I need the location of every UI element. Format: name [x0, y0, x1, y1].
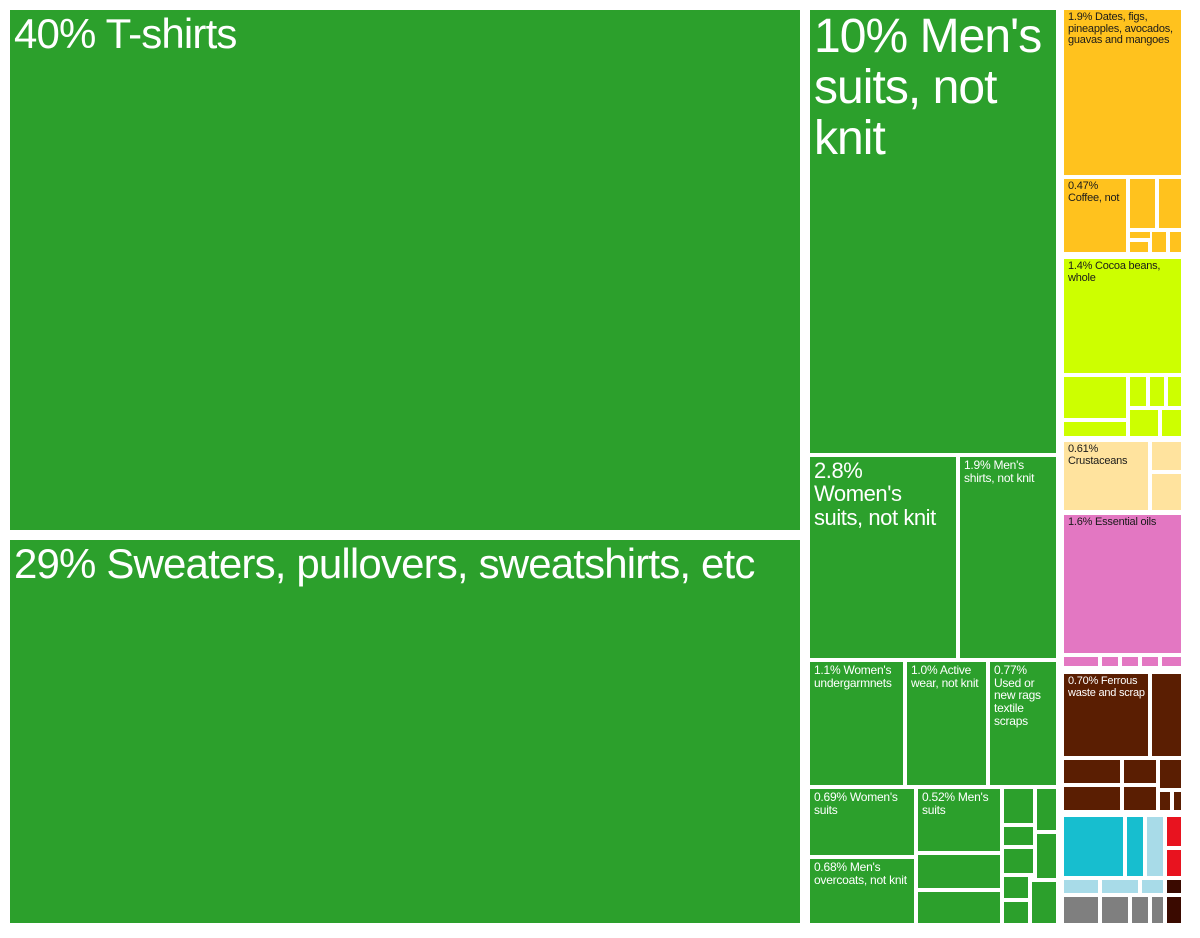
treemap-cell-tshirts: 40% T-shirts — [8, 8, 802, 532]
treemap-label-mens-shirts: 1.9% Men's shirts, not knit — [964, 458, 1035, 485]
treemap-cell-ferrous-waste: 0.70% Ferrous waste and scrap — [1062, 672, 1150, 758]
treemap-cell-minor — [1100, 655, 1120, 668]
treemap-cell-minor — [1062, 878, 1100, 895]
treemap-cell-minor — [1160, 408, 1183, 438]
treemap-cell-minor — [1062, 655, 1100, 668]
treemap-cell-minor — [1062, 375, 1128, 420]
treemap-cell-minor — [1035, 832, 1058, 880]
treemap-cell-minor — [1062, 815, 1125, 878]
treemap-cell-minor — [1150, 895, 1165, 925]
treemap-cell-womens-suits: 2.8% Women's suits, not knit — [808, 455, 958, 660]
treemap-cell-mens-suits: 10% Men's suits, not knit — [808, 8, 1058, 455]
treemap-cell-minor — [1130, 895, 1150, 925]
treemap-cell-minor — [1062, 758, 1122, 785]
treemap-label-mens-overcoats: 0.68% Men's overcoats, not knit — [814, 860, 907, 887]
treemap-cell-minor — [1145, 815, 1165, 878]
treemap-cell-womens-undergarments: 1.1% Women's undergarmnets — [808, 660, 905, 787]
treemap-cell-minor — [1160, 655, 1183, 668]
treemap-cell-minor — [1120, 655, 1140, 668]
treemap-label-ferrous-waste: 0.70% Ferrous waste and scrap — [1068, 675, 1145, 699]
treemap-cell-minor — [1157, 177, 1183, 230]
treemap-cell-minor — [916, 853, 1002, 890]
treemap-cell-minor — [1172, 790, 1183, 812]
treemap-label-essential-oils: 1.6% Essential oils — [1068, 516, 1157, 528]
treemap-cell-minor — [1150, 230, 1168, 254]
treemap-label-tshirts: 40% T-shirts — [14, 10, 237, 57]
treemap-cell-minor — [1158, 790, 1172, 812]
treemap-cell-minor — [1140, 878, 1165, 895]
treemap-cell-minor — [1100, 878, 1140, 895]
treemap-cell-minor — [1125, 815, 1145, 878]
treemap-label-mens-suits: 10% Men's suits, not knit — [814, 10, 1042, 165]
treemap-cell-minor — [916, 890, 1002, 925]
treemap-cell-minor — [1165, 848, 1183, 878]
treemap-cell-minor — [1122, 785, 1158, 812]
treemap-cell-minor — [1062, 785, 1122, 812]
treemap-cell-minor — [1150, 672, 1183, 758]
treemap-label-used-rags: 0.77% Used or new rags textile scraps — [994, 663, 1041, 728]
treemap-label-dates-figs: 1.9% Dates, figs, pineapples, avocados, … — [1068, 11, 1173, 47]
treemap-label-crustaceans: 0.61% Crustaceans — [1068, 443, 1128, 467]
treemap-cell-minor — [1168, 230, 1183, 254]
treemap-cell-sweaters: 29% Sweaters, pullovers, sweatshirts, et… — [8, 538, 802, 925]
treemap-label-coffee: 0.47% Coffee, not — [1068, 180, 1120, 204]
treemap-cell-minor — [1166, 375, 1183, 408]
treemap-label-cocoa-beans: 1.4% Cocoa beans, whole — [1068, 260, 1161, 284]
treemap-cell-minor — [1030, 880, 1058, 925]
treemap-cell-minor — [1150, 472, 1183, 512]
treemap-cell-coffee: 0.47% Coffee, not — [1062, 177, 1128, 254]
treemap-label-mens-suits-knit: 0.52% Men's suits — [922, 790, 989, 817]
treemap-cell-essential-oils: 1.6% Essential oils — [1062, 513, 1183, 655]
treemap-cell-active-wear: 1.0% Active wear, not knit — [905, 660, 988, 787]
treemap-label-womens-suits: 2.8% Women's suits, not knit — [814, 458, 936, 530]
treemap-cell-minor — [1062, 420, 1128, 438]
treemap-cell-minor — [1062, 895, 1100, 925]
treemap-cell-minor — [1002, 900, 1030, 925]
treemap-cell-womens-suits-knit: 0.69% Women's suits — [808, 787, 916, 857]
treemap-cell-minor — [1165, 895, 1183, 925]
treemap-cell-mens-overcoats: 0.68% Men's overcoats, not knit — [808, 857, 916, 925]
treemap-cell-minor — [1122, 758, 1158, 785]
treemap-cell-minor — [1002, 825, 1035, 847]
treemap-cell-minor — [1128, 408, 1160, 438]
treemap-label-active-wear: 1.0% Active wear, not knit — [911, 663, 979, 690]
treemap-cell-crustaceans: 0.61% Crustaceans — [1062, 440, 1150, 512]
treemap-cell-mens-suits-knit: 0.52% Men's suits — [916, 787, 1002, 853]
treemap-cell-minor — [1158, 758, 1183, 790]
treemap-cell-dates-figs: 1.9% Dates, figs, pineapples, avocados, … — [1062, 8, 1183, 177]
treemap-label-womens-suits-knit: 0.69% Women's suits — [814, 790, 898, 817]
treemap-cell-minor — [1100, 895, 1130, 925]
treemap-cell-mens-shirts: 1.9% Men's shirts, not knit — [958, 455, 1058, 660]
treemap-cell-minor — [1002, 875, 1030, 900]
treemap-cell-minor — [1128, 240, 1150, 254]
treemap-cell-minor — [1165, 815, 1183, 848]
treemap-cell-minor — [1140, 655, 1160, 668]
treemap-cell-minor — [1128, 375, 1148, 408]
treemap-cell-minor — [1002, 847, 1035, 875]
treemap-label-sweaters: 29% Sweaters, pullovers, sweatshirts, et… — [14, 540, 755, 587]
treemap-cell-used-rags: 0.77% Used or new rags textile scraps — [988, 660, 1058, 787]
treemap-cell-minor — [1165, 878, 1183, 895]
treemap-cell-minor — [1128, 177, 1157, 230]
treemap-cell-minor — [1148, 375, 1166, 408]
treemap-cell-minor — [1150, 440, 1183, 472]
treemap-cell-minor — [1002, 787, 1035, 825]
treemap-cell-cocoa-beans: 1.4% Cocoa beans, whole — [1062, 257, 1183, 375]
treemap-label-womens-undergarments: 1.1% Women's undergarmnets — [814, 663, 892, 690]
treemap-cell-minor — [1035, 787, 1058, 832]
